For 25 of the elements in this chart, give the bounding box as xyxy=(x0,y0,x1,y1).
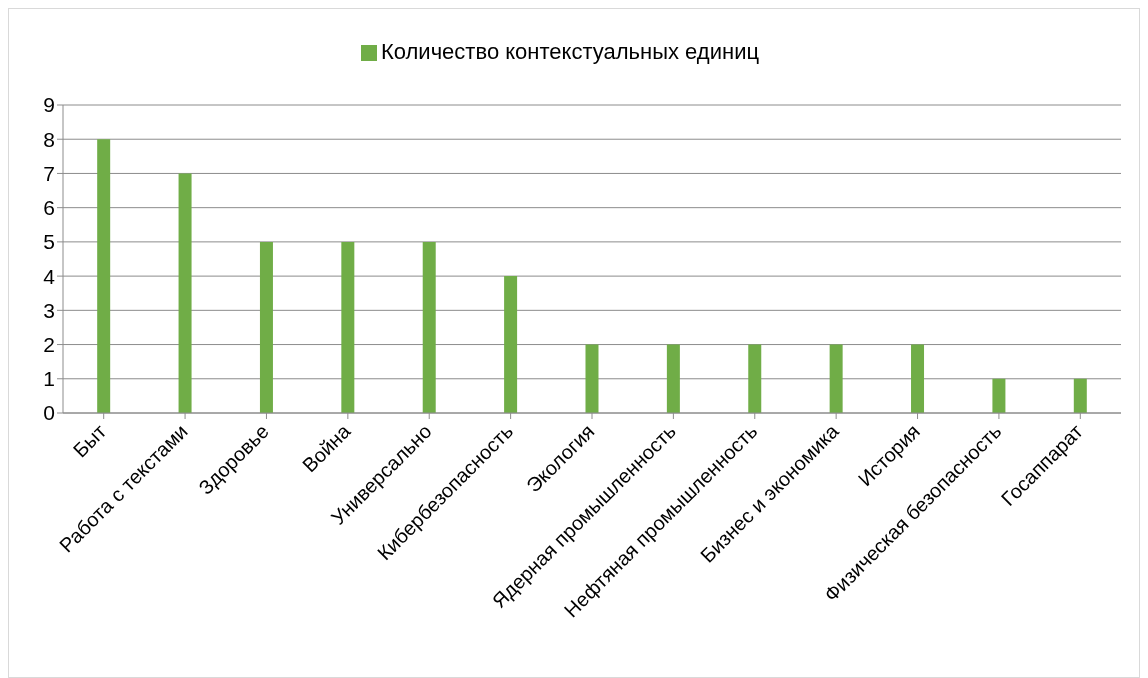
bar xyxy=(259,241,273,413)
bar xyxy=(829,344,843,413)
y-tick-label: 9 xyxy=(43,93,55,117)
bar xyxy=(178,173,192,413)
bar xyxy=(1073,378,1087,413)
y-tick-label: 2 xyxy=(43,333,55,357)
bar xyxy=(666,344,680,413)
x-tick-label: Быт xyxy=(68,420,111,462)
y-tick-label: 3 xyxy=(43,298,55,322)
y-tick-label: 4 xyxy=(43,264,56,288)
bar xyxy=(504,276,518,413)
bar xyxy=(992,378,1006,413)
bar xyxy=(422,241,436,413)
bar xyxy=(341,241,355,413)
y-tick-label: 1 xyxy=(43,367,55,391)
bar xyxy=(97,139,111,413)
legend-label: Количество контекстуальных единиц xyxy=(380,39,760,64)
bar xyxy=(911,344,925,413)
y-tick-label: 8 xyxy=(43,127,55,151)
bar xyxy=(585,344,599,413)
bar xyxy=(748,344,762,413)
y-tick-label: 0 xyxy=(43,401,55,425)
y-tick-label: 6 xyxy=(43,196,55,220)
y-tick-label: 7 xyxy=(43,161,55,185)
y-tick-label: 5 xyxy=(43,230,55,254)
